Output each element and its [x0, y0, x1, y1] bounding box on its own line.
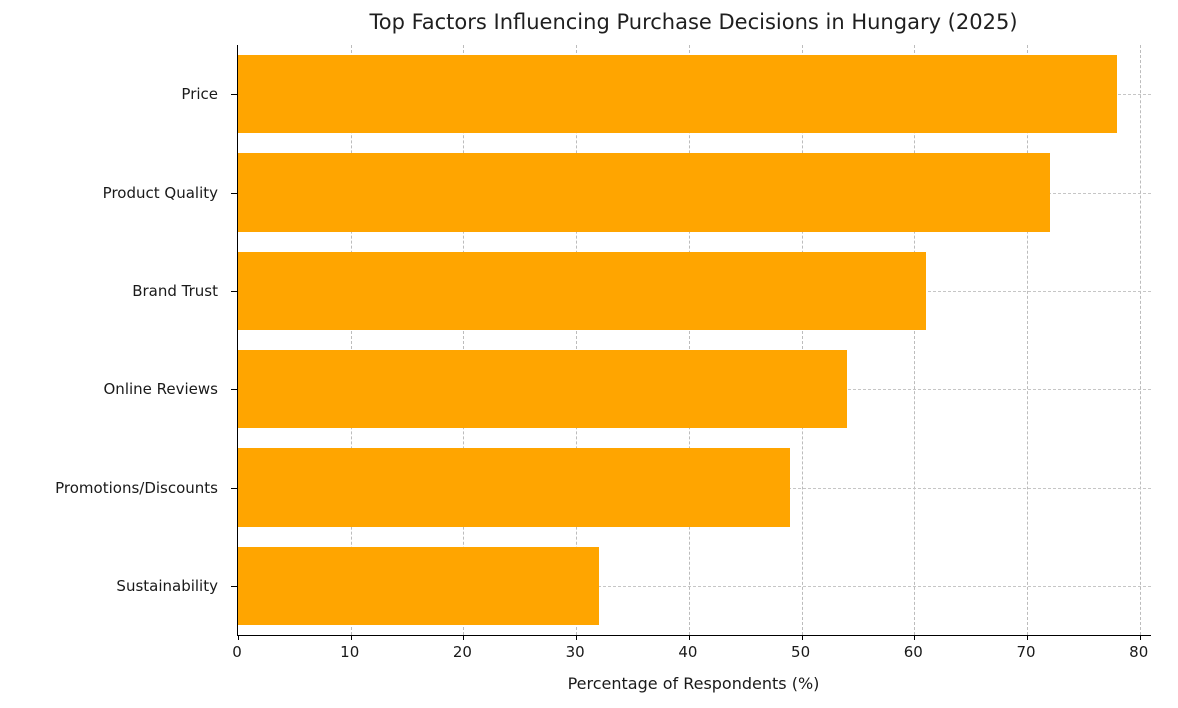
x-tick-mark: [801, 635, 803, 640]
chart-title: Top Factors Influencing Purchase Decisio…: [369, 10, 1018, 34]
x-tick-mark: [463, 635, 465, 640]
vertical-gridline: [801, 45, 803, 635]
horizontal-gridline: [238, 585, 1151, 587]
x-tick-label: 40: [678, 643, 698, 661]
y-axis-category-label: Price: [181, 85, 218, 104]
x-tick-mark: [688, 635, 690, 640]
x-tick-label: 30: [565, 643, 585, 661]
bar-brand-trust: [238, 251, 926, 331]
y-tick-mark: [230, 585, 237, 587]
plot-area: [230, 45, 1151, 640]
y-axis-category-label: Product Quality: [102, 183, 218, 202]
x-tick-label: 80: [1129, 643, 1149, 661]
vertical-gridline: [914, 45, 916, 635]
x-tick-label: 70: [1016, 643, 1036, 661]
x-tick-label: 50: [791, 643, 811, 661]
vertical-gridline: [688, 45, 690, 635]
y-tick-mark: [230, 389, 237, 391]
bar-price: [238, 54, 1118, 134]
vertical-gridline: [576, 45, 578, 635]
x-tick-label: 0: [232, 643, 242, 661]
x-tick-mark: [1027, 635, 1028, 640]
vertical-gridline: [350, 45, 352, 635]
x-tick-mark: [350, 635, 352, 640]
bar-promotions-discounts: [238, 448, 791, 527]
y-axis-category-label: Promotions/Discounts: [55, 478, 218, 497]
x-tick-mark: [576, 635, 578, 640]
x-tick-mark: [914, 635, 916, 640]
x-tick-label: 10: [340, 643, 360, 661]
y-axis-category-label: Online Reviews: [103, 380, 219, 399]
bar-product-quality: [238, 153, 1050, 232]
x-tick-mark: [1139, 635, 1141, 640]
y-tick-mark: [230, 290, 237, 292]
bar-online-reviews: [238, 349, 847, 429]
vertical-gridline: [1139, 45, 1141, 635]
x-axis-title: Percentage of Respondents (%): [567, 674, 820, 693]
y-axis-labels: Price Product Quality Brand Trust Online Re…: [0, 45, 230, 635]
x-axis-ticks: 0 10 20 30 40 50 60 70 80: [232, 643, 1150, 665]
vertical-gridline: [1027, 45, 1028, 635]
x-tick-mark: [238, 635, 239, 640]
x-tick-label: 20: [452, 643, 472, 661]
y-axis-category-label: Brand Trust: [132, 281, 218, 300]
y-axis-category-label: Sustainability: [116, 576, 218, 595]
y-tick-mark: [230, 94, 237, 96]
y-tick-mark: [230, 487, 237, 489]
bar-sustainability: [238, 546, 599, 626]
x-tick-label: 60: [903, 643, 923, 661]
y-tick-mark: [230, 192, 237, 194]
vertical-gridline: [463, 45, 465, 635]
